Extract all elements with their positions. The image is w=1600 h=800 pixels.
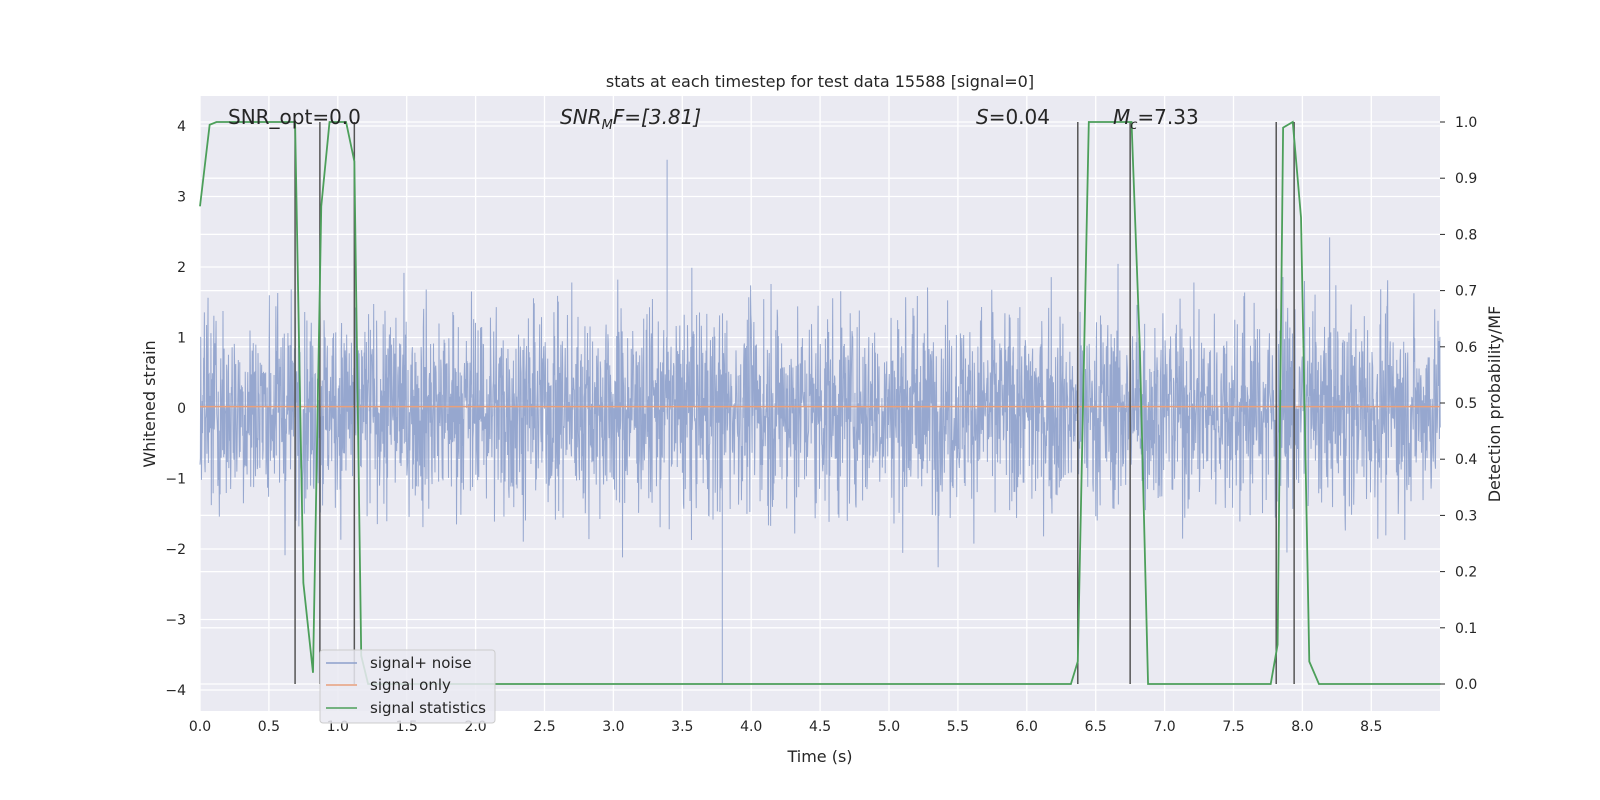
left-y-tick-label: −2: [165, 542, 186, 558]
x-tick-label: 0.0: [189, 719, 211, 735]
x-tick-label: 3.5: [671, 719, 693, 735]
series-signal-statistics: [199, 120, 1441, 685]
left-y-tick-label: 4: [177, 119, 186, 135]
right-y-tick-label: 0.2: [1455, 565, 1477, 581]
x-tick-label: 5.0: [878, 719, 900, 735]
right-y-tick-label: 0.5: [1455, 396, 1477, 412]
right-y-tick-label: 0.9: [1455, 171, 1477, 187]
right-y-tick-label: 0.7: [1455, 284, 1477, 300]
x-tick-label: 7.5: [1222, 719, 1244, 735]
annotation-s-symbol: S: [976, 105, 989, 129]
annotation-s-value: =0.04: [989, 105, 1050, 129]
x-tick-label: 5.5: [947, 719, 969, 735]
series-signal-plus-noise: [199, 159, 1441, 683]
x-tick-label: 3.0: [602, 719, 624, 735]
left-y-tick-label: 3: [177, 190, 186, 206]
x-tick-label: 8.5: [1360, 719, 1382, 735]
right-y-tick-label: 1.0: [1455, 115, 1477, 131]
annotation-snr-mf-value: F=[3.81]: [613, 105, 701, 129]
signal-statistics-line: [199, 120, 1441, 685]
x-tick-label: 7.0: [1153, 719, 1175, 735]
legend: signal+ noise signal only signal statist…: [319, 649, 496, 724]
legend-label-signal-only: signal only: [370, 676, 451, 694]
x-tick-label: 8.0: [1291, 719, 1313, 735]
x-tick-label: 4.0: [740, 719, 762, 735]
annotation-snr-mf-sub: M: [602, 118, 613, 133]
right-y-tick-label: 0.1: [1455, 621, 1477, 637]
annotation-snr-mf: SNRMF=[3.81]: [560, 105, 701, 133]
x-axis-label: Time (s): [786, 747, 852, 766]
right-y-axis-label: Detection probability/MF: [1485, 306, 1504, 503]
legend-label-statistics: signal statistics: [370, 699, 486, 717]
x-tick-label: 4.5: [809, 719, 831, 735]
chart-title: stats at each timestep for test data 155…: [606, 72, 1034, 91]
annotation-mc-symbol: M: [1113, 105, 1130, 129]
left-y-tick-labels: −4 −3 −2 −1 0 1 2 3 4: [165, 119, 186, 699]
left-y-axis-label: Whitened strain: [140, 340, 159, 467]
x-tick-label: 6.0: [1016, 719, 1038, 735]
annotation-snr-mf-main: SNR: [560, 105, 602, 129]
left-y-tick-label: −4: [165, 683, 186, 699]
annotation-snr-opt: SNR_opt=0.0: [228, 105, 361, 129]
detection-vlines: [294, 122, 1295, 684]
x-tick-label: 2.5: [533, 719, 555, 735]
left-y-tick-label: 2: [177, 260, 186, 276]
right-y-tick-label: 0.0: [1455, 677, 1477, 693]
annotation-s: S=0.04: [976, 105, 1050, 129]
left-y-tick-label: 1: [177, 331, 186, 347]
annotation-mc-value: =7.33: [1137, 105, 1198, 129]
right-y-tick-label: 0.4: [1455, 452, 1477, 468]
right-y-tick-labels: 0.0 0.1 0.2 0.3 0.4 0.5 0.6 0.7 0.8 0.9 1.0: [1440, 115, 1477, 693]
x-tick-label: 6.5: [1085, 719, 1107, 735]
x-tick-label: 0.5: [258, 719, 280, 735]
signal-plus-noise-line: [199, 159, 1441, 683]
annotation-chirp-mass: Mc=7.33: [1113, 105, 1199, 133]
right-y-tick-label: 0.8: [1455, 227, 1477, 243]
right-y-tick-label: 0.3: [1455, 508, 1477, 524]
legend-box: [319, 649, 496, 724]
right-y-tick-label: 0.6: [1455, 340, 1477, 356]
left-y-tick-label: 0: [177, 401, 186, 417]
legend-label-noise: signal+ noise: [370, 654, 472, 672]
left-y-tick-label: −3: [165, 613, 186, 629]
annotation-mc-sub: c: [1130, 118, 1137, 133]
left-y-tick-label: −1: [165, 472, 186, 488]
